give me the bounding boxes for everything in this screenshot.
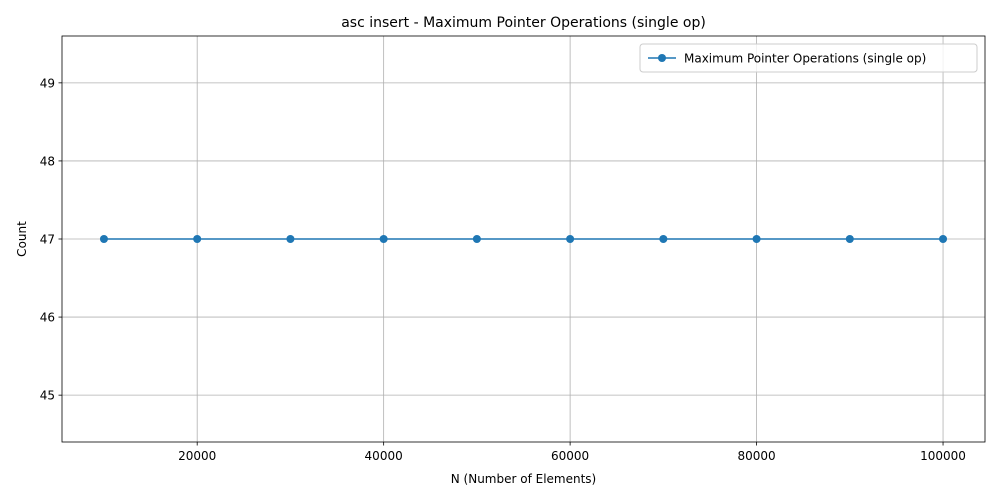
x-tick-label: 20000: [178, 449, 216, 463]
y-tick-label: 48: [40, 154, 55, 168]
x-tick-label: 60000: [551, 449, 589, 463]
data-point: [193, 235, 202, 243]
x-tick-label: 80000: [737, 449, 775, 463]
y-tick-label: 47: [40, 233, 55, 247]
x-axis-title: N (Number of Elements): [451, 472, 597, 486]
data-point: [659, 235, 668, 243]
y-tick-label: 49: [40, 76, 55, 90]
legend-label: Maximum Pointer Operations (single op): [684, 52, 926, 66]
data-point: [99, 235, 108, 243]
data-point: [845, 235, 854, 243]
data-series: [99, 235, 948, 243]
x-tick-label: 100000: [920, 449, 966, 463]
data-point: [752, 235, 761, 243]
legend: Maximum Pointer Operations (single op): [639, 43, 978, 73]
legend-marker-swatch: [658, 54, 666, 62]
y-tick-label: 46: [40, 311, 55, 325]
data-point: [939, 235, 948, 243]
axis-ticks: 20000 40000 60000 80000 100000 45 46 47 48 49: [40, 76, 966, 463]
y-axis-title: Count: [15, 221, 29, 257]
data-point: [379, 235, 388, 243]
chart-title: asc insert - Maximum Pointer Operations …: [341, 15, 706, 31]
x-tick-label: 40000: [365, 449, 403, 463]
y-tick-label: 45: [40, 389, 55, 403]
data-point: [286, 235, 295, 243]
data-point: [566, 235, 575, 243]
data-point: [472, 235, 481, 243]
legend-box: [639, 43, 978, 73]
